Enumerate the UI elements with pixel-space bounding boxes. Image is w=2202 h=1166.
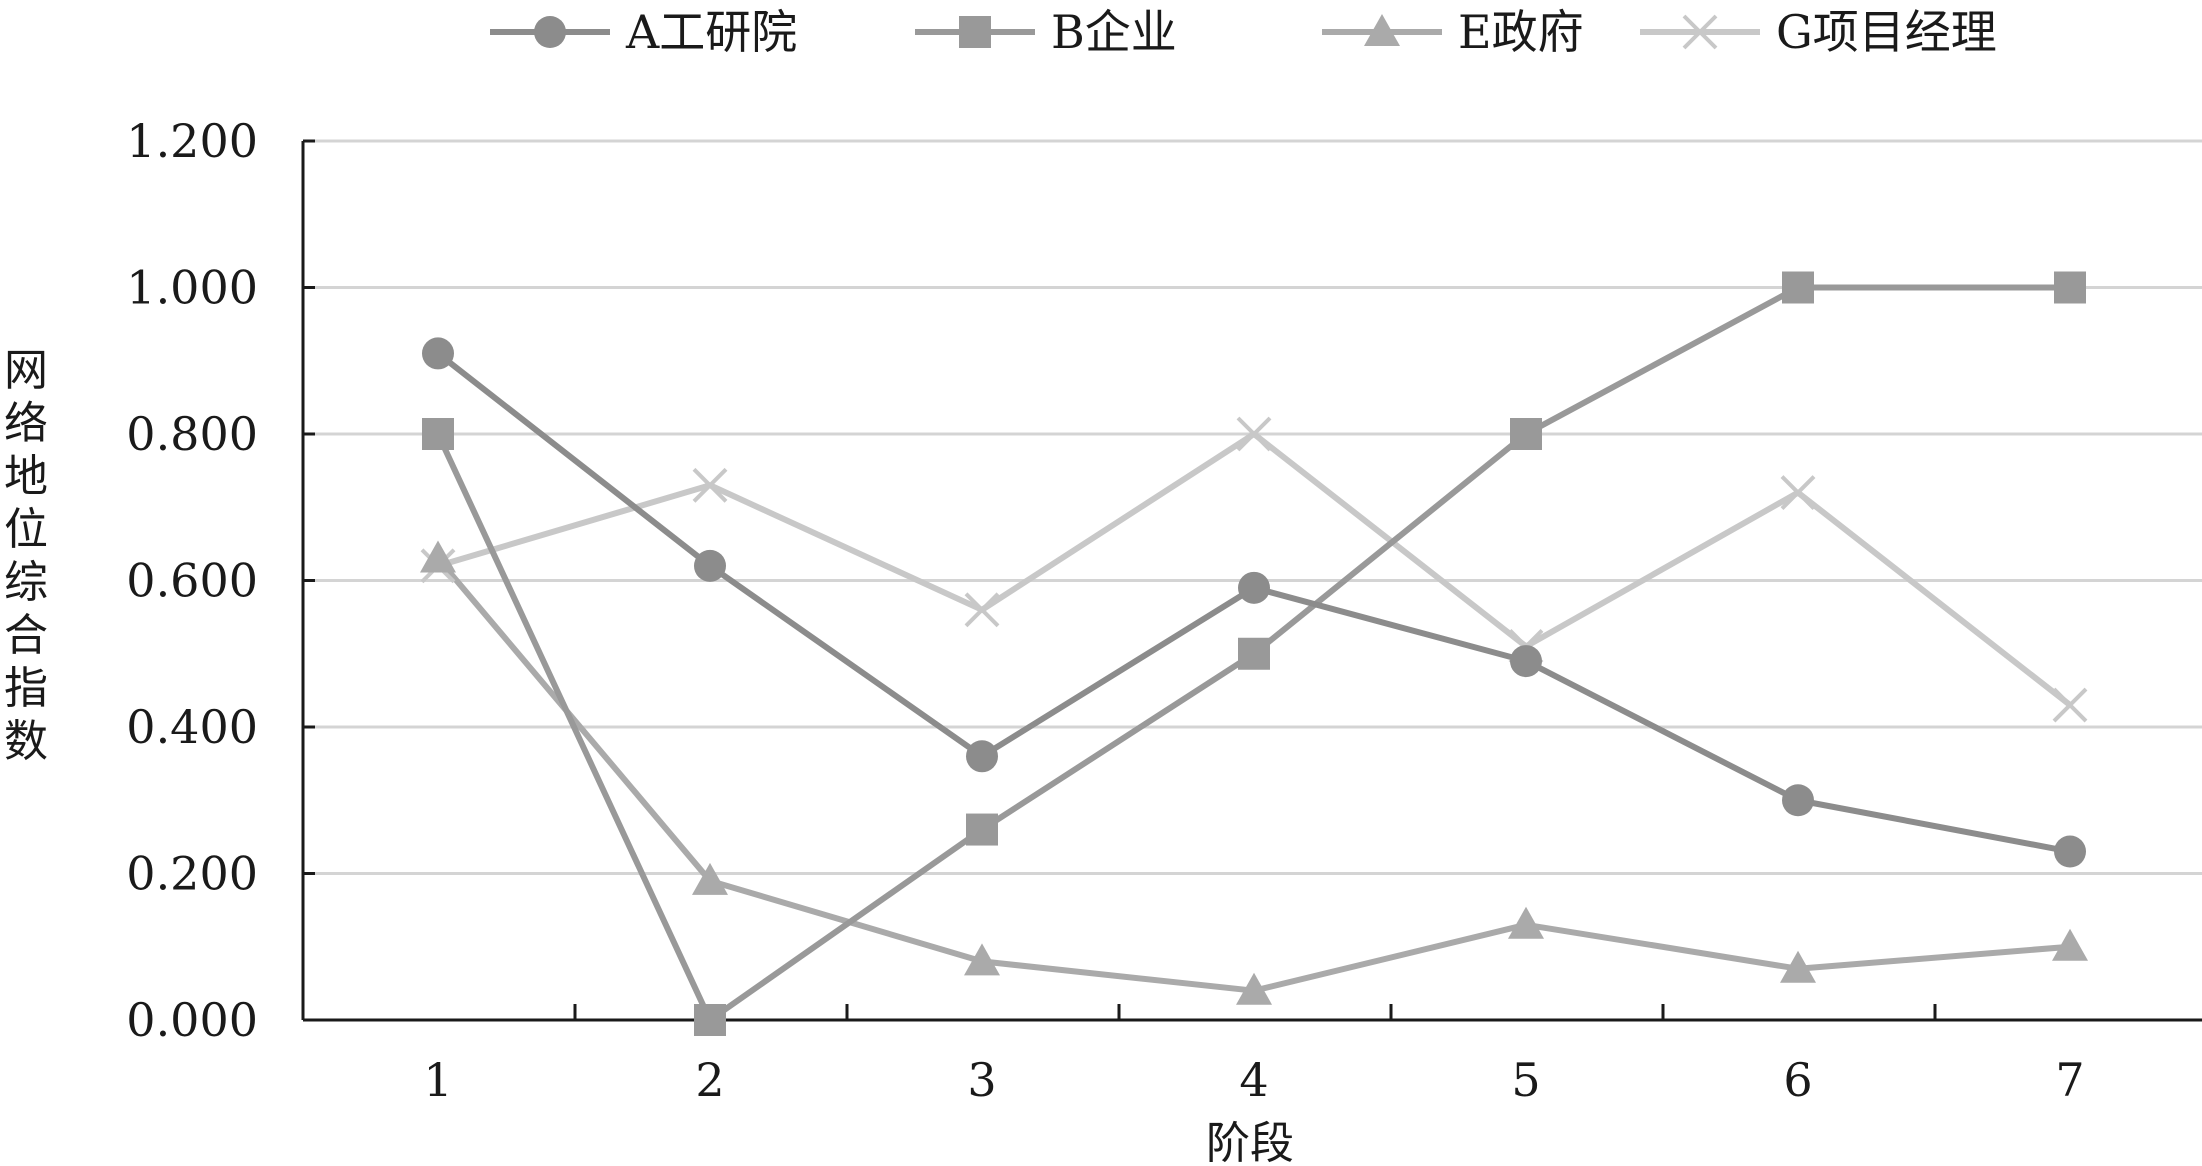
series-markers [420,271,2088,1036]
data-point-s0-2 [966,740,998,773]
x-tick-label-1: 2 [695,1053,724,1107]
data-point-s0-3 [1238,571,1270,604]
x-tick-label-3: 4 [1239,1053,1268,1107]
data-point-s2-0 [420,540,456,573]
data-point-s0-6 [2054,835,2086,868]
x-axis-ticks: 1 2 3 4 5 6 7 [301,1004,2085,1107]
data-point-s1-3 [1238,637,1270,670]
legend-label-1: B企业 [1051,5,1177,59]
data-point-s1-0 [422,418,454,450]
y-axis-ticks: 0.000 0.200 0.400 0.600 0.800 1.000 1.200 [126,114,315,1047]
y-tick-label-6: 1.200 [126,114,258,168]
y-tick-label-3: 0.600 [126,554,258,608]
data-point-s2-5 [1780,950,1816,983]
data-point-s1-5 [1782,271,1814,304]
legend-item-2: E政府 [1322,5,1584,59]
y-axis-title-char-4: 综 [4,557,48,608]
legend-label-0: A工研院 [625,5,797,59]
y-axis-title-char-3: 位 [4,504,48,555]
legend-marker-2 [1364,14,1400,46]
data-point-s2-3 [1236,972,1272,1005]
legend-item-1: B企业 [915,5,1177,59]
y-axis-title-char-2: 地 [4,451,48,502]
legend-marker-1 [959,16,991,48]
data-point-s1-4 [1510,418,1542,450]
data-point-s1-1 [694,1004,726,1036]
data-point-s1-2 [966,813,998,846]
data-point-s3-3 [1236,416,1272,452]
legend-item-3: G项目经理 [1640,5,1997,59]
data-point-s3-5 [1780,475,1816,511]
x-axis-title: 阶段 [1206,1118,1294,1166]
legend-marker-3 [1682,14,1718,50]
x-tick-label-2: 3 [967,1053,996,1107]
data-point-s1-6 [2054,271,2086,304]
x-tick-label-6: 7 [2055,1053,2084,1107]
y-axis-title-char-7: 数 [4,716,48,767]
data-point-s2-4 [1508,906,1544,939]
data-point-s2-6 [2052,928,2088,961]
y-axis-title-char-1: 络 [4,398,48,449]
data-point-s0-4 [1510,645,1542,678]
data-point-s3-1 [692,467,728,503]
data-point-s0-0 [422,337,454,370]
data-point-s3-2 [964,592,1000,628]
legend: A工研院 B企业 E政府 G项目经理 [490,5,1997,59]
data-point-s0-1 [694,549,726,582]
data-point-s2-2 [964,943,1000,976]
y-tick-label-0: 0.000 [126,993,258,1047]
data-point-s2-1 [692,862,728,895]
y-tick-label-5: 1.000 [126,261,258,315]
data-point-s0-5 [1782,784,1814,817]
legend-marker-0 [534,16,566,48]
legend-item-0: A工研院 [490,5,797,59]
data-point-s3-6 [2052,687,2088,723]
x-tick-label-5: 6 [1783,1053,1812,1107]
legend-label-3: G项目经理 [1776,5,1997,59]
y-axis-title-char-6: 指 [4,663,48,714]
y-axis-title-char-0: 网 [4,345,48,396]
y-tick-label-1: 0.200 [126,847,258,901]
y-tick-label-4: 0.800 [126,407,258,461]
legend-label-2: E政府 [1458,5,1584,59]
y-axis-title-char-5: 合 [4,610,48,661]
x-tick-label-0: 1 [423,1053,452,1107]
y-tick-label-2: 0.400 [126,700,258,754]
series-line-2 [435,556,2071,994]
x-tick-label-4: 5 [1511,1053,1540,1107]
